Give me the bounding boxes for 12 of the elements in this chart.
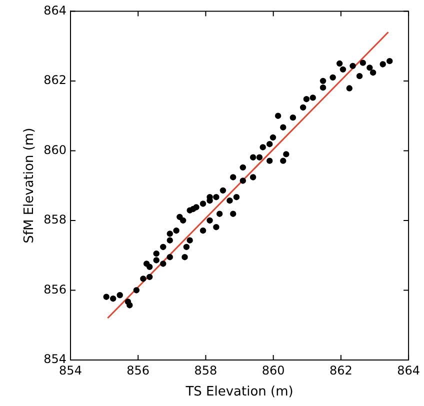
y-tick-label: 858 xyxy=(44,212,67,227)
y-tick-label: 856 xyxy=(44,282,67,296)
y-axis-title: SfM Elevation (m) xyxy=(22,128,38,244)
y-tick-label: 860 xyxy=(44,142,67,157)
x-axis-title: TS Elevation (m) xyxy=(184,384,294,400)
x-tick-label: 856 xyxy=(126,363,150,378)
x-tick-label: 858 xyxy=(194,363,218,378)
x-tick-label: 864 xyxy=(397,363,420,378)
y-tick-label: 862 xyxy=(44,73,67,88)
y-tick-label: 864 xyxy=(44,3,67,18)
x-tick-label: 860 xyxy=(262,363,285,378)
x-tick-label: 862 xyxy=(329,363,352,378)
